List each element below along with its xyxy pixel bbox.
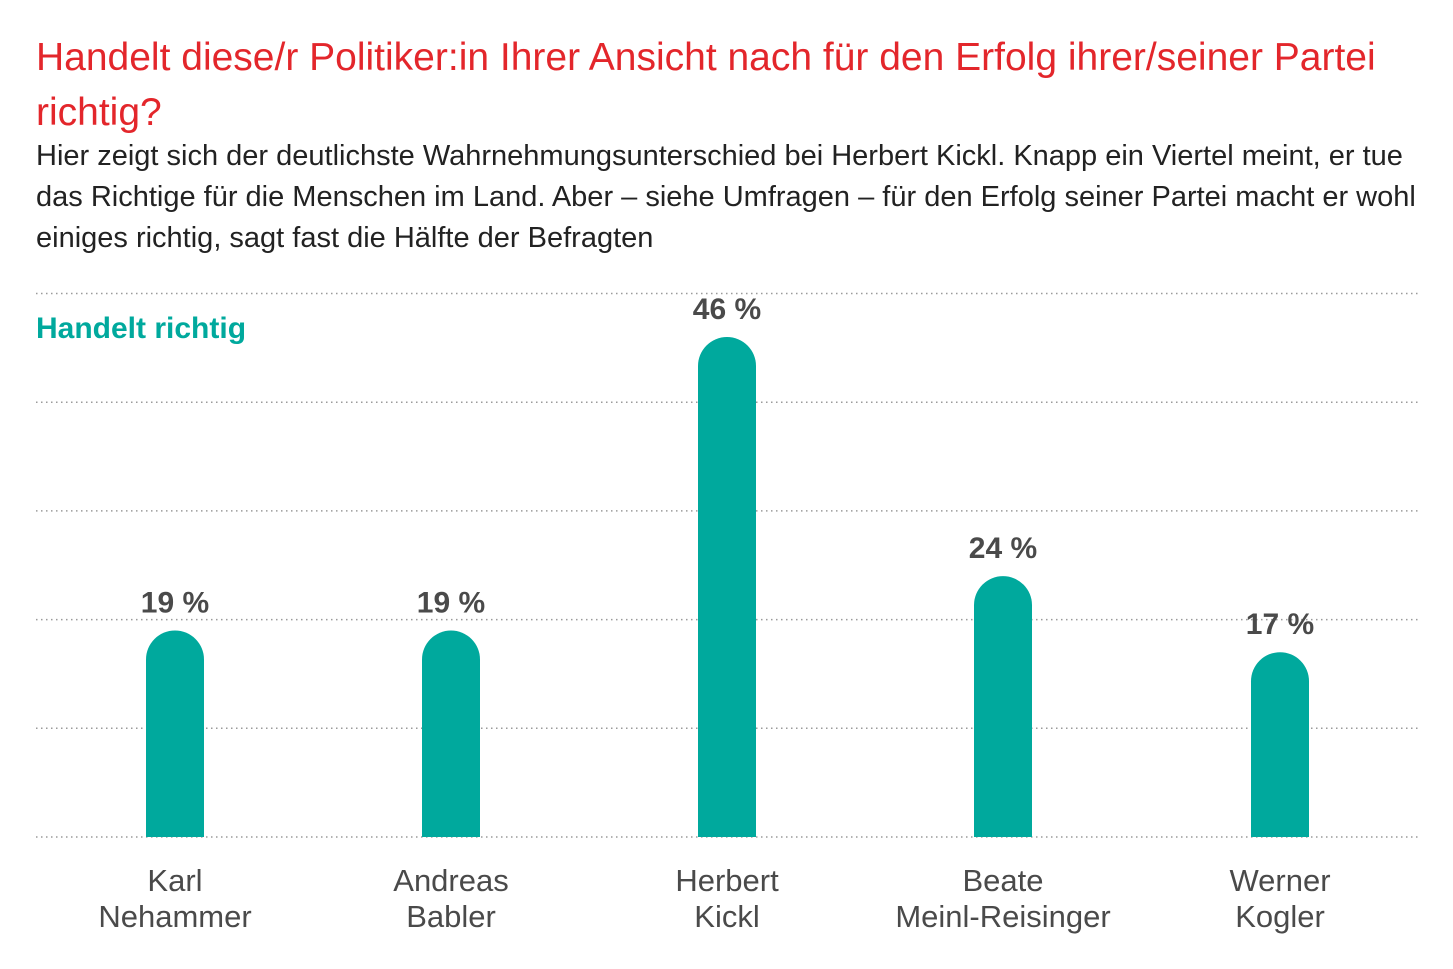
category-label: Babler	[406, 899, 496, 934]
value-label: 46 %	[693, 293, 761, 326]
bars	[146, 336, 1309, 837]
bar	[1251, 652, 1309, 837]
category-label: Kogler	[1235, 899, 1325, 934]
bar	[146, 630, 204, 837]
value-label: 17 %	[1246, 608, 1314, 641]
value-label: 19 %	[417, 587, 485, 620]
category-label: Karl	[147, 863, 202, 898]
category-label: Werner	[1229, 863, 1330, 898]
category-label: Beate	[962, 863, 1043, 898]
category-label: Andreas	[393, 863, 508, 898]
chart-subtitle: Hier zeigt sich der deutlichste Wahrnehm…	[36, 140, 1416, 254]
category-label: Kickl	[694, 899, 759, 934]
bar	[698, 336, 756, 837]
category-label: Herbert	[675, 863, 779, 898]
bar	[422, 630, 480, 837]
value-label: 24 %	[969, 532, 1037, 565]
bar	[974, 576, 1032, 837]
category-label: Nehammer	[98, 899, 251, 934]
value-labels: 19 % 19 % 46 % 24 % 17 %	[141, 293, 1314, 641]
legend-label: Handelt richtig	[36, 312, 246, 345]
category-label: Meinl-Reisinger	[895, 899, 1110, 934]
chart-title: Handelt diese/r Politiker:in Ihrer Ansic…	[36, 36, 1376, 134]
value-label: 19 %	[141, 587, 209, 620]
